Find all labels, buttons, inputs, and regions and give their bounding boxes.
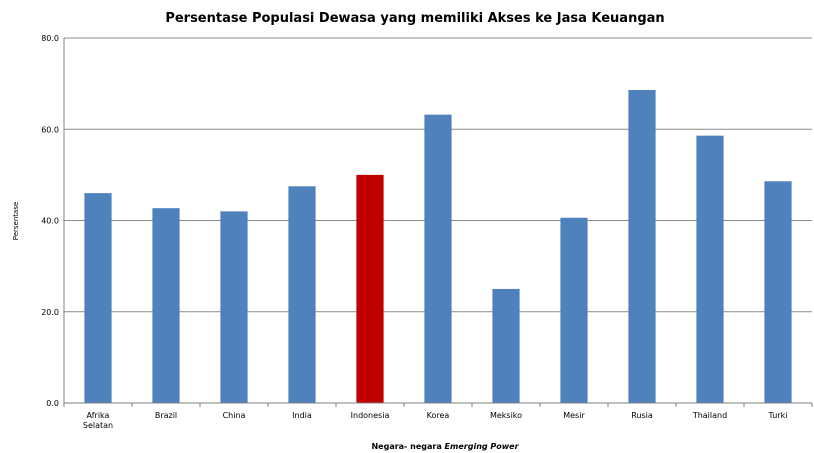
x-tick-label: Turki xyxy=(768,411,788,420)
x-tick-label: Afrika Selatan xyxy=(83,411,113,430)
bar xyxy=(492,288,520,403)
x-tick-label: Korea xyxy=(427,411,450,420)
bar xyxy=(288,186,316,403)
bar xyxy=(560,217,588,403)
x-axis-label: Negara- negara Emerging Power xyxy=(371,442,519,451)
y-tick-label: 40.0 xyxy=(41,217,59,226)
y-tick-label: 20.0 xyxy=(41,308,59,317)
x-axis-label-prefix: Negara- negara xyxy=(371,442,444,451)
bar xyxy=(424,114,452,404)
x-tick-label: Rusia xyxy=(631,411,653,420)
chart-title: Persentase Populasi Dewasa yang memiliki… xyxy=(165,11,664,26)
y-tick-label: 60.0 xyxy=(41,125,59,134)
bar xyxy=(696,135,724,403)
x-axis-label-emphasis: Emerging Power xyxy=(445,442,520,451)
x-tick-label: Indonesia xyxy=(351,411,390,420)
y-tick-label: 0.0 xyxy=(46,399,59,408)
x-tick-label: Thailand xyxy=(692,411,727,420)
x-tick-label: Meksiko xyxy=(490,411,522,420)
bar xyxy=(220,211,248,403)
y-axis-label: Persentase xyxy=(12,202,20,241)
y-tick-labels: 0.0 20.0 40.0 60.0 80.0 xyxy=(41,34,59,408)
bar xyxy=(356,174,384,403)
bar xyxy=(152,208,180,403)
x-tick-labels: Afrika Selatan Brazil China India Indonesia Ko… xyxy=(63,403,813,430)
bar xyxy=(628,90,656,403)
y-tick-label: 80.0 xyxy=(41,34,59,43)
x-tick-label: Brazil xyxy=(155,411,177,420)
bar xyxy=(84,193,112,403)
bar xyxy=(764,181,792,403)
x-tick-label: Mesir xyxy=(563,411,585,420)
bars xyxy=(84,90,792,404)
x-tick-label: China xyxy=(223,411,246,420)
x-tick-label: India xyxy=(292,411,312,420)
